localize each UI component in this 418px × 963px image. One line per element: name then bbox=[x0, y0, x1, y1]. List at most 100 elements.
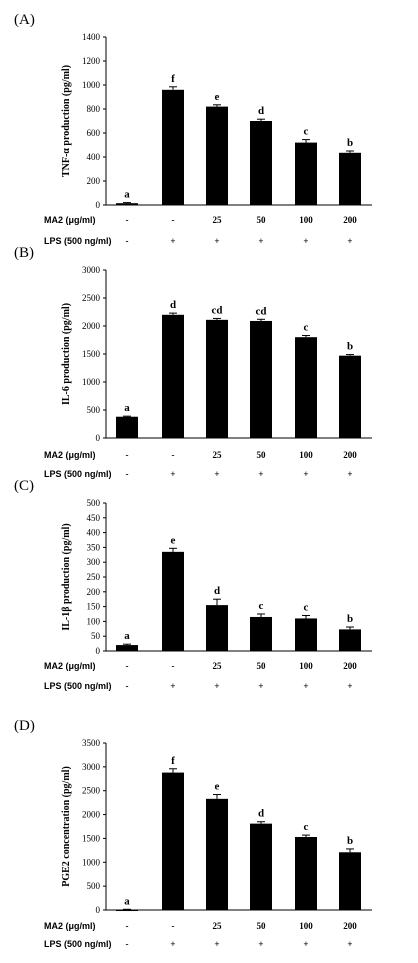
significance-letter: c bbox=[304, 126, 309, 138]
ma2-value: 50 bbox=[257, 921, 267, 931]
ma2-value: - bbox=[126, 661, 129, 671]
lps-value: + bbox=[303, 681, 308, 691]
significance-letter: c bbox=[304, 601, 309, 613]
lps-value: + bbox=[214, 939, 219, 949]
y-tick-label: 1400 bbox=[82, 32, 101, 42]
y-axis-title: TNF-α production (pg/ml) bbox=[61, 65, 72, 177]
lps-value: + bbox=[170, 236, 175, 246]
ma2-row-label: MA2 (μg/ml) bbox=[44, 215, 96, 225]
significance-letter: b bbox=[347, 613, 353, 625]
ma2-value: 25 bbox=[213, 661, 223, 671]
ma2-value: - bbox=[172, 450, 175, 460]
bar bbox=[206, 319, 228, 438]
y-tick-label: 250 bbox=[87, 572, 101, 582]
y-tick-label: 0 bbox=[96, 646, 101, 656]
lps-value: + bbox=[214, 236, 219, 246]
lps-value: + bbox=[258, 939, 263, 949]
lps-value: + bbox=[347, 939, 352, 949]
chart-panel-3: (C) 0 50 100 150 200 250 300 350 400 450 500 IL-1β p… bbox=[14, 478, 372, 691]
significance-letter: d bbox=[258, 808, 264, 820]
significance-letter: a bbox=[124, 402, 130, 414]
lps-value: - bbox=[126, 939, 129, 949]
y-tick-label: 300 bbox=[87, 557, 101, 567]
lps-value: + bbox=[347, 236, 352, 246]
ma2-value: 25 bbox=[213, 450, 223, 460]
bar bbox=[206, 106, 228, 205]
ma2-value: 200 bbox=[343, 215, 357, 225]
y-tick-label: 1000 bbox=[82, 377, 101, 387]
lps-value: - bbox=[126, 681, 129, 691]
y-tick-label: 0 bbox=[96, 433, 101, 443]
significance-letter: a bbox=[124, 630, 130, 642]
ma2-value: 50 bbox=[257, 215, 267, 225]
y-tick-label: 1500 bbox=[82, 833, 101, 843]
bar bbox=[116, 645, 138, 651]
y-tick-label: 1500 bbox=[82, 349, 101, 359]
significance-letter: d bbox=[214, 585, 220, 597]
significance-letter: c bbox=[304, 322, 309, 334]
lps-value: + bbox=[214, 681, 219, 691]
ma2-value: 100 bbox=[299, 450, 313, 460]
ma2-value: 200 bbox=[343, 921, 357, 931]
panel-label: (A) bbox=[14, 12, 35, 28]
lps-value: + bbox=[170, 939, 175, 949]
significance-letter: cd bbox=[212, 304, 223, 316]
lps-value: + bbox=[258, 681, 263, 691]
y-tick-label: 3500 bbox=[82, 738, 101, 748]
lps-row-label: LPS (500 ng/ml) bbox=[44, 469, 112, 479]
y-tick-label: 3000 bbox=[82, 762, 101, 772]
bar bbox=[295, 618, 317, 651]
y-tick-label: 800 bbox=[87, 104, 101, 114]
bar bbox=[162, 551, 184, 651]
bar bbox=[339, 852, 361, 910]
lps-value: + bbox=[170, 681, 175, 691]
y-axis-title: IL-6 production (pg/ml) bbox=[61, 303, 72, 405]
bar bbox=[162, 89, 184, 205]
significance-letter: f bbox=[171, 755, 175, 767]
significance-letter: e bbox=[171, 534, 176, 546]
y-tick-label: 2500 bbox=[82, 786, 101, 796]
significance-letter: f bbox=[171, 73, 175, 85]
y-tick-label: 400 bbox=[87, 528, 101, 538]
ma2-value: 50 bbox=[257, 661, 267, 671]
ma2-value: 100 bbox=[299, 661, 313, 671]
ma2-value: - bbox=[126, 450, 129, 460]
significance-letter: b bbox=[347, 341, 353, 353]
ma2-value: 50 bbox=[257, 450, 267, 460]
lps-value: + bbox=[347, 469, 352, 479]
panel-label: (C) bbox=[14, 478, 34, 494]
lps-value: + bbox=[303, 236, 308, 246]
significance-letter: b bbox=[347, 835, 353, 847]
ma2-value: 200 bbox=[343, 661, 357, 671]
y-tick-label: 450 bbox=[87, 513, 101, 523]
y-tick-label: 2000 bbox=[82, 321, 101, 331]
lps-row-label: LPS (500 ng/ml) bbox=[44, 939, 112, 949]
lps-value: + bbox=[303, 939, 308, 949]
chart-panel-4: (D) 0 500 1000 1500 2000 2500 3000 3500 PGE2 conc… bbox=[14, 718, 372, 949]
ma2-value: 200 bbox=[343, 450, 357, 460]
y-axis-title: PGE2 concentration (pg/ml) bbox=[61, 766, 72, 887]
ma2-value: - bbox=[172, 215, 175, 225]
ma2-value: 25 bbox=[213, 921, 223, 931]
y-tick-label: 600 bbox=[87, 128, 101, 138]
ma2-value: 100 bbox=[299, 921, 313, 931]
ma2-row-label: MA2 (μg/ml) bbox=[44, 921, 96, 931]
lps-value: + bbox=[258, 469, 263, 479]
lps-value: + bbox=[347, 681, 352, 691]
y-tick-label: 400 bbox=[87, 152, 101, 162]
y-tick-label: 150 bbox=[87, 602, 101, 612]
bar bbox=[116, 909, 138, 912]
bar bbox=[250, 823, 272, 910]
lps-row-label: LPS (500 ng/ml) bbox=[44, 681, 112, 691]
ma2-value: - bbox=[126, 921, 129, 931]
bar bbox=[206, 798, 228, 910]
significance-letter: cd bbox=[256, 305, 267, 317]
bar bbox=[295, 337, 317, 438]
y-tick-label: 350 bbox=[87, 542, 101, 552]
y-tick-label: 500 bbox=[87, 881, 101, 891]
panel-label: (B) bbox=[14, 245, 34, 261]
y-tick-label: 500 bbox=[87, 405, 101, 415]
significance-letter: e bbox=[215, 91, 220, 103]
